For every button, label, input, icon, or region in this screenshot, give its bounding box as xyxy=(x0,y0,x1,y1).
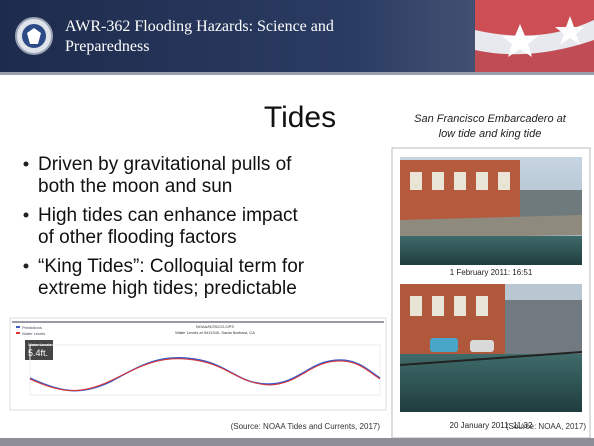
header-rule xyxy=(0,72,594,75)
bullet-text: extreme high tides; predictable xyxy=(38,278,297,299)
photo-source: (Source: NOAA, 2017) xyxy=(506,422,586,431)
photo-caption: San Francisco Embarcadero at xyxy=(414,113,567,125)
badge-value: 5.4ft. xyxy=(28,348,48,358)
bullet-dot xyxy=(23,263,29,269)
flag xyxy=(475,0,594,72)
bullet-text: “King Tides”: Colloquial term for xyxy=(38,256,305,277)
chart-image: Predictions Water Levels NOAA/NOS/CO-OPS… xyxy=(9,317,387,411)
chart-legend: Water Levels xyxy=(22,331,45,336)
photo-date: 20 January 2011: 11:32 xyxy=(450,421,533,430)
photo-king-tide xyxy=(399,284,583,412)
photo-low-tide xyxy=(400,157,582,265)
footer-bar xyxy=(0,438,594,446)
bullet-text: both the moon and sun xyxy=(38,176,232,197)
bullet-dot xyxy=(23,212,29,218)
header-title: Preparedness xyxy=(65,38,149,55)
bullet-text: Driven by gravitational pulls of xyxy=(38,154,292,175)
bullet-dot xyxy=(23,161,29,167)
slide-title: Tides xyxy=(264,101,336,134)
chart-source: (Source: NOAA Tides and Currents, 2017) xyxy=(231,422,381,431)
bullet-text: of other flooding factors xyxy=(38,227,237,248)
chart-legend: Predictions xyxy=(22,325,42,330)
chart-subheading: Water Levels at 9411340, Santa Barbara, … xyxy=(175,330,255,335)
seal xyxy=(15,17,53,55)
bullet-text: High tides can enhance impact xyxy=(38,205,299,226)
photo-caption: low tide and king tide xyxy=(439,128,542,140)
header-title: AWR-362 Flooding Hazards: Science and xyxy=(65,18,334,35)
photo-date: 1 February 2011: 16:51 xyxy=(450,268,533,277)
chart-heading: NOAA/NOS/CO-OPS xyxy=(196,324,234,329)
